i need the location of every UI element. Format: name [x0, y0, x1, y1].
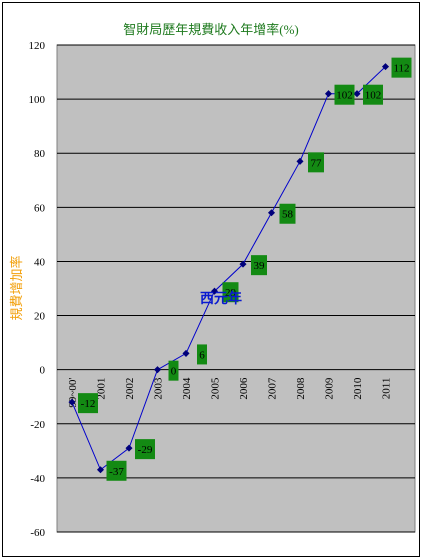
data-label: -12 [78, 393, 98, 414]
data-point [153, 366, 162, 374]
y-tick-label: 60 [34, 202, 46, 214]
x-tick-label: 2011 [381, 378, 393, 400]
x-tick-label: 2006 [238, 377, 250, 400]
series-line: -12 -37 -29 0 6 29 39 58 77 102 102 112 [68, 57, 412, 481]
data-label: 77 [308, 152, 324, 173]
data-label-box [251, 255, 267, 276]
data-point [96, 466, 105, 474]
data-label: 102 [363, 84, 383, 105]
chart-title: 智財局歷年規費收入年增率(%) [123, 22, 299, 37]
data-label-text: 112 [393, 63, 409, 75]
data-label-box [106, 460, 127, 481]
y-tick-label: -40 [30, 473, 45, 485]
data-point [210, 287, 219, 295]
data-label-box [308, 152, 324, 173]
data-label-text: 77 [311, 157, 323, 169]
data-label-box [135, 439, 155, 460]
y-tick-label: -20 [30, 419, 45, 431]
data-label: 6 [197, 344, 207, 365]
x-tick-label: 2007 [267, 377, 279, 400]
data-label-text: 39 [254, 260, 266, 272]
data-label-box [78, 393, 98, 414]
x-tick-label: 2004 [181, 377, 193, 400]
data-label-box [363, 84, 383, 105]
data-point [381, 63, 390, 71]
x-tick-label: 2003 [153, 377, 165, 400]
data-label-box [197, 344, 207, 365]
series-polyline [71, 66, 386, 471]
data-point [324, 90, 333, 98]
data-label-text: 102 [336, 90, 353, 102]
data-point [239, 260, 247, 268]
x-tick-label: 2010 [352, 377, 364, 400]
data-label-text: -37 [109, 466, 124, 478]
data-point [182, 349, 190, 357]
x-tick-label: 99~00' [67, 378, 79, 408]
data-label: -37 [106, 460, 127, 481]
y-axis-ticks: -60 -40 -20 0 20 40 60 80 100 120 [29, 40, 46, 539]
data-label: 58 [279, 203, 296, 224]
data-label: 102 [334, 84, 355, 105]
x-tick-label: 2005 [210, 377, 222, 400]
data-label-box [222, 282, 239, 303]
data-label-text: 58 [282, 209, 294, 221]
data-point [296, 157, 304, 165]
data-label-text: 29 [225, 287, 237, 299]
data-point [353, 90, 361, 98]
y-tick-label: -60 [30, 527, 45, 539]
data-label-box [391, 57, 412, 78]
data-label-box [279, 203, 296, 224]
x-axis-label: 西元年 [200, 290, 242, 307]
x-tick-label: 2008 [295, 377, 307, 400]
data-label-text: 6 [199, 349, 205, 361]
data-label-box [334, 84, 355, 105]
x-tick-label: 2002 [124, 378, 136, 400]
data-point [267, 209, 276, 217]
y-axis-label: 規費增加率 [9, 255, 24, 320]
data-label-box [168, 360, 179, 381]
data-label-text: -12 [81, 398, 96, 410]
x-tick-label: 2001 [96, 378, 108, 400]
data-label: 29 [222, 282, 239, 303]
y-tick-label: 120 [29, 40, 46, 52]
data-label: 0 [168, 360, 179, 381]
data-label-text: 0 [171, 366, 177, 378]
data-point [125, 444, 133, 452]
data-label: 112 [391, 57, 412, 78]
x-tick-label: 2009 [324, 377, 336, 400]
line-chart: 智財局歷年規費收入年增率(%) -60-40-20020406080100120… [9, 22, 416, 539]
y-tick-label: 20 [34, 311, 46, 323]
y-tick-label: 40 [34, 256, 46, 268]
data-label: -29 [135, 439, 155, 460]
data-label: 39 [251, 255, 267, 276]
x-axis-ticks: 99~00' 2001 2002 2003 2004 2005 2006 2007 2008 20… [67, 377, 393, 407]
y-tick-label: 100 [29, 94, 46, 106]
data-point [68, 398, 76, 406]
y-tick-label: 80 [34, 148, 46, 160]
data-label-text: -29 [138, 444, 153, 456]
y-tick-label: 0 [40, 365, 46, 377]
data-label-text: 102 [365, 90, 382, 102]
